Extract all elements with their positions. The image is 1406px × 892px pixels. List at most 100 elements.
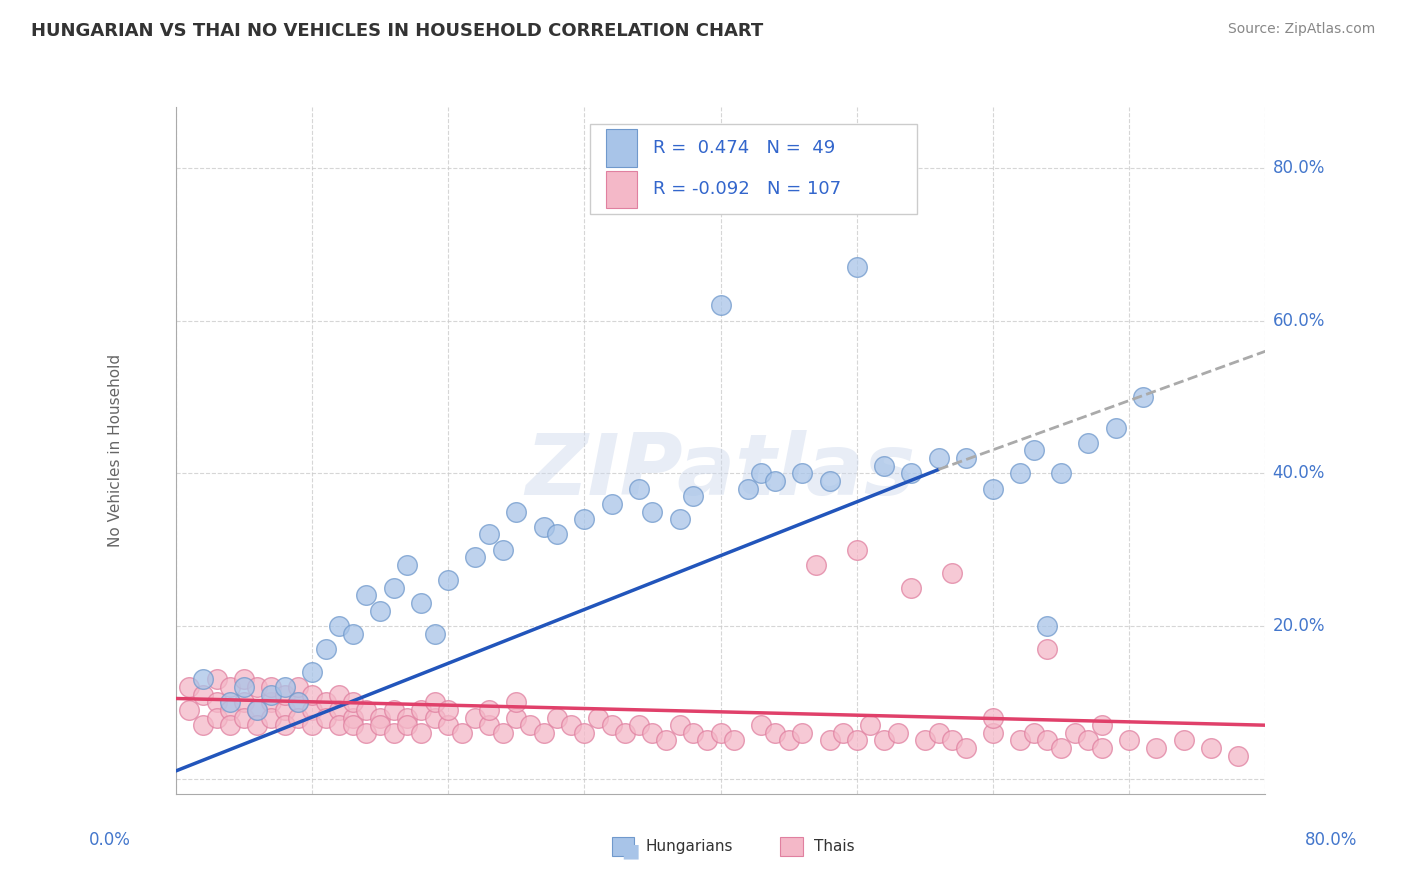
Point xyxy=(287,710,309,724)
Point xyxy=(955,451,977,466)
Point xyxy=(763,726,786,740)
Point xyxy=(260,695,283,709)
Point xyxy=(342,718,364,732)
Point xyxy=(873,733,896,747)
Point xyxy=(356,703,378,717)
Point xyxy=(1063,726,1085,740)
Point xyxy=(260,688,283,702)
Point xyxy=(1118,733,1140,747)
Point xyxy=(342,695,364,709)
Point xyxy=(232,680,254,694)
Point xyxy=(1077,733,1099,747)
Point xyxy=(1173,733,1195,747)
Point xyxy=(886,726,908,740)
Point xyxy=(409,726,432,740)
Point xyxy=(682,489,704,503)
Point xyxy=(641,504,664,518)
Point xyxy=(246,703,269,717)
Point xyxy=(219,680,242,694)
Point xyxy=(792,726,814,740)
Point xyxy=(328,688,350,702)
Point xyxy=(274,680,297,694)
Text: 60.0%: 60.0% xyxy=(1272,311,1324,330)
Point xyxy=(478,703,501,717)
Point xyxy=(423,626,446,640)
Point xyxy=(328,703,350,717)
Point xyxy=(409,596,432,610)
Point xyxy=(845,733,868,747)
Point xyxy=(560,718,582,732)
Point xyxy=(1036,641,1059,656)
Text: R =  0.474   N =  49: R = 0.474 N = 49 xyxy=(652,139,835,157)
Text: 80.0%: 80.0% xyxy=(1272,159,1324,178)
Text: Hungarians: Hungarians xyxy=(645,839,733,854)
FancyBboxPatch shape xyxy=(612,837,634,856)
Text: ZIPatlas: ZIPatlas xyxy=(526,430,915,513)
Point xyxy=(763,474,786,488)
Point xyxy=(409,703,432,717)
Point xyxy=(818,474,841,488)
FancyBboxPatch shape xyxy=(606,170,637,209)
Point xyxy=(205,673,228,687)
Point xyxy=(792,467,814,481)
Point xyxy=(627,718,650,732)
Point xyxy=(191,673,214,687)
FancyBboxPatch shape xyxy=(591,124,917,213)
Point xyxy=(328,718,350,732)
Point xyxy=(873,458,896,473)
Point xyxy=(505,504,527,518)
Point xyxy=(368,604,391,618)
Point xyxy=(1022,726,1045,740)
Point xyxy=(1022,443,1045,458)
Point xyxy=(315,641,337,656)
Point xyxy=(450,726,472,740)
Text: No Vehicles in Household: No Vehicles in Household xyxy=(108,354,124,547)
Point xyxy=(260,710,283,724)
Point xyxy=(710,298,733,312)
Point xyxy=(641,726,664,740)
Text: HUNGARIAN VS THAI NO VEHICLES IN HOUSEHOLD CORRELATION CHART: HUNGARIAN VS THAI NO VEHICLES IN HOUSEHO… xyxy=(31,22,763,40)
Point xyxy=(301,718,323,732)
Point xyxy=(981,482,1004,496)
Point xyxy=(546,527,568,541)
Point xyxy=(818,733,841,747)
Point xyxy=(191,718,214,732)
Point xyxy=(668,718,690,732)
Point xyxy=(505,695,527,709)
Point xyxy=(328,619,350,633)
Point xyxy=(301,688,323,702)
Point xyxy=(900,467,922,481)
Point xyxy=(696,733,718,747)
Point xyxy=(1132,390,1154,404)
Point xyxy=(368,718,391,732)
Point xyxy=(1050,467,1073,481)
Point xyxy=(464,550,486,565)
Point xyxy=(928,451,950,466)
Point xyxy=(191,688,214,702)
Text: 40.0%: 40.0% xyxy=(1272,465,1324,483)
Point xyxy=(655,733,678,747)
Text: R = -0.092   N = 107: R = -0.092 N = 107 xyxy=(652,180,841,198)
Point xyxy=(533,726,555,740)
FancyBboxPatch shape xyxy=(606,129,637,167)
Point xyxy=(668,512,690,526)
Point xyxy=(845,542,868,557)
Point xyxy=(274,688,297,702)
Point xyxy=(219,718,242,732)
Point xyxy=(464,710,486,724)
Point xyxy=(219,695,242,709)
Point xyxy=(246,680,269,694)
Point xyxy=(396,718,419,732)
Point xyxy=(1091,741,1114,756)
Text: 0.0%: 0.0% xyxy=(89,831,131,849)
Point xyxy=(437,718,460,732)
Point xyxy=(423,710,446,724)
Point xyxy=(1091,718,1114,732)
Point xyxy=(315,695,337,709)
Point xyxy=(437,573,460,587)
Point xyxy=(179,703,201,717)
Point xyxy=(614,726,637,740)
Point xyxy=(260,680,283,694)
Point xyxy=(246,703,269,717)
Point xyxy=(356,589,378,603)
